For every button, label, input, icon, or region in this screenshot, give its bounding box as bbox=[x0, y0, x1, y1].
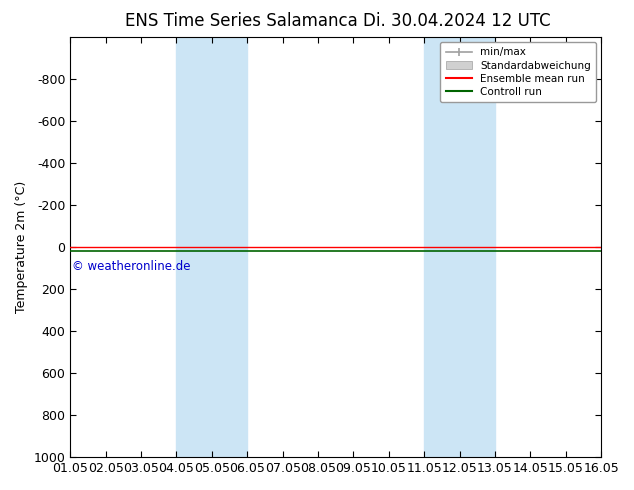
Bar bbox=[176, 37, 247, 457]
Bar bbox=[424, 37, 495, 457]
Y-axis label: Temperature 2m (°C): Temperature 2m (°C) bbox=[15, 181, 28, 313]
Text: © weatheronline.de: © weatheronline.de bbox=[72, 260, 191, 273]
Text: ENS Time Series Salamanca: ENS Time Series Salamanca bbox=[124, 12, 358, 30]
Legend: min/max, Standardabweichung, Ensemble mean run, Controll run: min/max, Standardabweichung, Ensemble me… bbox=[441, 42, 596, 102]
Text: Di. 30.04.2024 12 UTC: Di. 30.04.2024 12 UTC bbox=[363, 12, 550, 30]
